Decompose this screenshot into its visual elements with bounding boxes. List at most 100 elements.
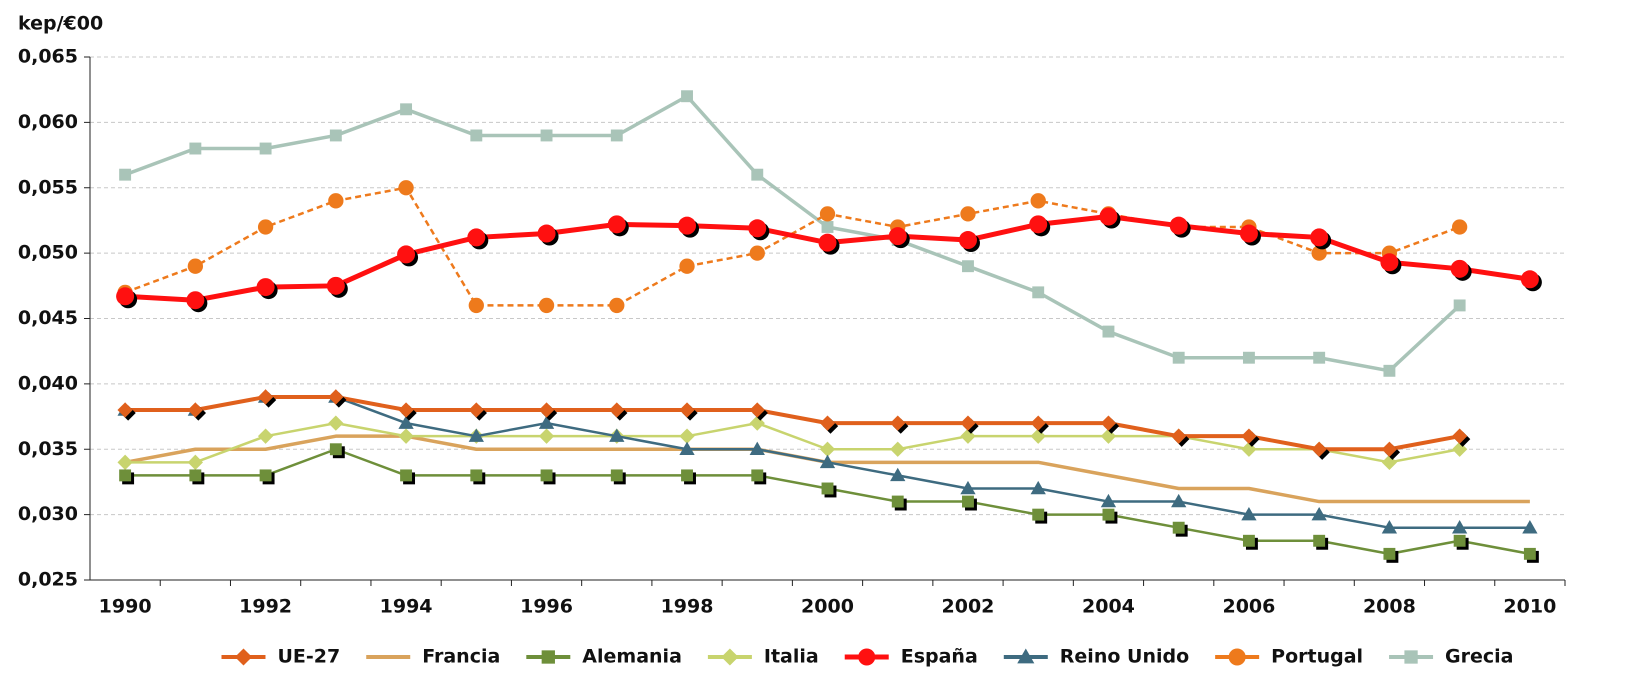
legend: UE-27 Francia Alemania Italia España Reino Un… [221, 646, 1514, 668]
marker [257, 428, 274, 444]
y-tick-label: 0,040 [18, 372, 78, 394]
marker [890, 467, 906, 482]
marker [1171, 428, 1187, 444]
legend-item: España [844, 646, 978, 668]
marker [328, 415, 344, 431]
marker [470, 469, 483, 482]
marker [259, 469, 272, 482]
marker [1030, 480, 1046, 495]
marker [398, 402, 414, 418]
marker [890, 415, 906, 431]
marker [328, 389, 344, 405]
marker [888, 227, 907, 246]
marker [1451, 441, 1468, 457]
marker [960, 480, 976, 495]
marker [1100, 415, 1117, 431]
marker [1032, 508, 1045, 521]
marker [958, 231, 977, 250]
marker [1520, 270, 1539, 289]
marker [819, 454, 836, 469]
marker [1313, 351, 1326, 364]
x-tick-label: 2006 [1222, 596, 1275, 618]
legend-label: Italia [764, 646, 819, 668]
marker [1313, 534, 1326, 547]
marker [679, 428, 695, 444]
marker [398, 180, 414, 196]
marker [681, 90, 693, 103]
legend-label: España [901, 646, 978, 668]
marker [1453, 534, 1466, 547]
legend-label: Portugal [1271, 646, 1363, 668]
marker [678, 216, 697, 235]
y-tick-label: 0,030 [18, 503, 78, 525]
marker [119, 168, 132, 181]
x-tick-label: 1990 [99, 596, 152, 618]
marker [189, 142, 202, 155]
marker [751, 469, 764, 482]
marker [1169, 216, 1188, 235]
marker [821, 221, 834, 233]
x-tick-label: 2000 [801, 596, 854, 618]
marker [1383, 364, 1396, 377]
marker [538, 297, 555, 314]
marker [400, 469, 413, 482]
legend-item: Grecia [1389, 646, 1514, 668]
marker [748, 219, 767, 238]
marker [189, 469, 202, 482]
x-tick-label: 2004 [1082, 596, 1135, 618]
marker [1310, 228, 1329, 247]
marker [1030, 428, 1046, 444]
legend-item: Francia [366, 646, 500, 668]
marker [749, 245, 765, 261]
marker [398, 415, 414, 429]
marker [329, 129, 342, 142]
x-tick-label: 1998 [661, 596, 714, 618]
marker [326, 276, 345, 295]
x-tick-label: 1992 [239, 596, 292, 618]
marker [257, 219, 274, 235]
legend-item: Reino Unido [1003, 646, 1189, 668]
marker [609, 402, 625, 418]
legend-item: Portugal [1215, 646, 1363, 668]
marker [960, 206, 976, 222]
marker [397, 245, 416, 264]
marker [721, 648, 739, 666]
marker [751, 168, 764, 181]
marker [962, 260, 974, 273]
marker [259, 142, 272, 155]
marker [1032, 286, 1045, 299]
marker [819, 206, 836, 222]
marker [256, 278, 275, 297]
marker [186, 291, 205, 310]
marker [1383, 547, 1396, 560]
marker [607, 215, 626, 234]
y-axis-title: kep/€00 [18, 13, 103, 35]
marker [819, 441, 836, 457]
marker [1451, 219, 1468, 235]
marker [1451, 520, 1468, 534]
y-tick-label: 0,025 [18, 569, 78, 591]
marker [960, 428, 976, 444]
series-line [125, 421, 1460, 464]
legend-item: Italia [707, 646, 819, 668]
marker [821, 482, 834, 495]
marker [470, 129, 483, 142]
x-tick-label: 1994 [380, 596, 433, 618]
marker [749, 402, 765, 418]
marker [1100, 493, 1117, 508]
marker [749, 415, 765, 431]
marker [468, 428, 484, 442]
marker [679, 441, 695, 455]
marker [818, 233, 837, 252]
marker [116, 287, 135, 306]
marker [1311, 506, 1327, 521]
marker [398, 428, 414, 444]
marker [1172, 351, 1185, 364]
marker [1522, 520, 1538, 534]
x-tick-label: 2010 [1503, 596, 1556, 618]
marker [540, 129, 553, 142]
marker [679, 402, 695, 418]
x-tick-label: 1996 [520, 596, 573, 618]
marker [1102, 508, 1115, 521]
marker [117, 454, 133, 470]
